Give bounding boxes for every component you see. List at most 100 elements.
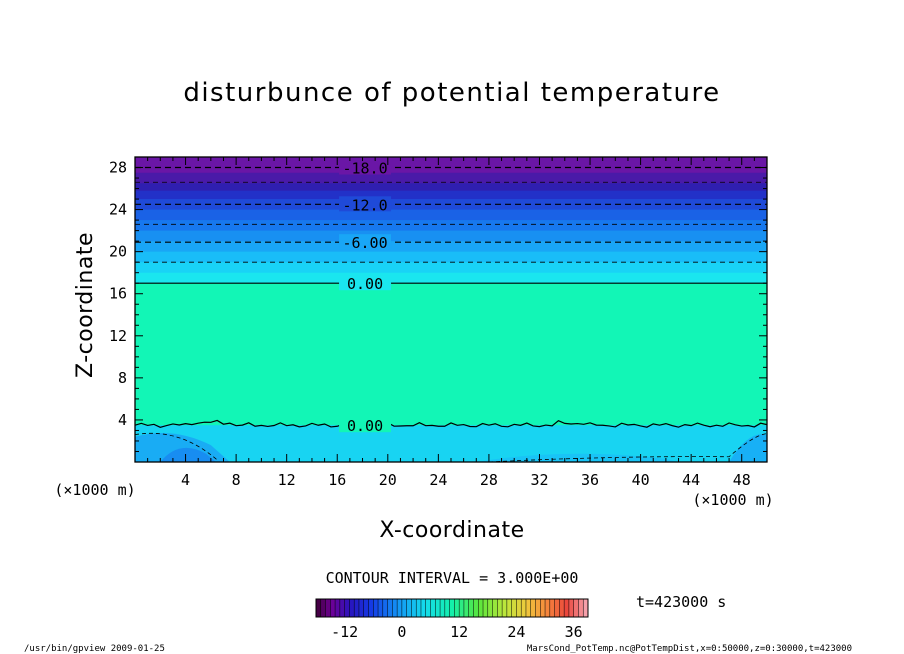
colorbar-swatch <box>521 599 527 617</box>
colorbar-tick-label: 36 <box>565 623 583 641</box>
colorbar-tick-label: 12 <box>450 623 468 641</box>
colorbar-swatch <box>339 599 345 617</box>
colorbar-swatch <box>449 599 455 617</box>
contour-label-gap <box>339 275 392 291</box>
colorbar-tick-labels: -12 0 12 24 36 <box>331 623 583 641</box>
contour-line-minor <box>135 432 218 461</box>
plume-right <box>729 434 767 462</box>
colorbar-swatch <box>487 599 493 617</box>
y-tick-labels: 4 8 12 16 20 24 28 <box>109 159 127 429</box>
color-bands <box>135 157 767 462</box>
colorbar-swatch <box>502 599 508 617</box>
colorbar-swatch <box>545 599 551 617</box>
colorbar-swatch <box>440 599 446 617</box>
colorbar-swatch <box>316 599 322 617</box>
colorbar-swatch <box>463 599 470 617</box>
colorbar-swatch <box>525 599 532 617</box>
contour-label: -18.0 <box>342 160 387 178</box>
axis-ticks <box>135 157 767 462</box>
x-unit-label: (×1000 m) <box>692 491 773 509</box>
colorbar-swatch <box>568 599 574 617</box>
colorbar-tick-label: 24 <box>507 623 525 641</box>
y-tick-label: 8 <box>118 369 127 387</box>
colorbar-swatch <box>325 599 331 617</box>
colorbar-swatch <box>420 599 427 617</box>
y-tick-label: 24 <box>109 201 127 219</box>
color-band <box>135 272 767 284</box>
x-tick-label: 40 <box>632 471 650 489</box>
contour-labels: -18.0 -12.0 -6.00 0.00 0.00 <box>342 160 387 436</box>
y-tick-label: 20 <box>109 243 127 261</box>
x-tick-label: 8 <box>232 471 241 489</box>
colorbar-swatch <box>483 599 489 617</box>
colorbar-swatch <box>368 599 374 617</box>
colorbar-swatch <box>416 599 422 617</box>
y-axis-label: Z-coordinate <box>73 232 98 378</box>
contour-label-gap <box>339 234 392 250</box>
colorbar-swatch <box>378 599 384 617</box>
colorbar-swatch <box>397 599 403 617</box>
contour-label: -12.0 <box>342 196 387 214</box>
colorbar-swatch <box>535 599 541 617</box>
colorbar-swatch <box>540 599 546 617</box>
x-tick-label: 20 <box>379 471 397 489</box>
colorbar-swatch <box>444 599 450 617</box>
colorbar-swatch <box>492 599 498 617</box>
colorbar-swatch <box>554 599 560 617</box>
colorbar-swatch <box>478 599 484 617</box>
contour-label-gap <box>339 196 392 212</box>
colorbar-swatch <box>401 599 407 617</box>
plume-left-core <box>160 447 216 462</box>
colorbar-swatch <box>320 599 326 617</box>
contour-label: -6.00 <box>342 234 387 252</box>
colorbar-swatch <box>573 599 579 617</box>
x-tick-labels: 4 8 12 16 20 24 28 32 36 40 44 48 <box>181 471 751 489</box>
x-tick-label: 24 <box>429 471 447 489</box>
color-band <box>135 251 767 263</box>
colorbar-swatch <box>411 599 417 617</box>
color-band <box>135 425 767 462</box>
colorbar-swatch <box>459 599 465 617</box>
x-tick-label: 16 <box>328 471 346 489</box>
colorbar <box>315 598 589 618</box>
x-tick-label: 36 <box>581 471 599 489</box>
contour-label-gap <box>339 416 392 433</box>
y-tick-label: 4 <box>118 411 127 429</box>
x-tick-label: 4 <box>181 471 190 489</box>
x-tick-label: 48 <box>733 471 751 489</box>
colorbar-swatch <box>430 599 436 617</box>
colorbar-swatch <box>511 599 517 617</box>
chart-title: disturbunce of potential temperature <box>183 78 720 108</box>
color-band <box>135 230 767 242</box>
colorbar-swatch <box>387 599 393 617</box>
colorbar-swatch <box>473 599 479 617</box>
colorbar-swatch <box>497 599 503 617</box>
contour-line-minor <box>488 433 767 462</box>
colorbar-swatch <box>344 599 350 617</box>
colorbar-tick-label: -12 <box>331 623 358 641</box>
colorbar-swatch <box>373 599 379 617</box>
colorbar-swatch <box>559 599 565 617</box>
colorbar-swatch <box>506 599 512 617</box>
colorbar-swatch <box>330 599 336 617</box>
contour-label: 0.00 <box>347 417 383 435</box>
contour-label: 0.00 <box>347 275 383 293</box>
colorbar-swatch <box>468 599 474 617</box>
colorbar-swatch <box>358 599 365 617</box>
colorbar-swatch <box>564 599 570 617</box>
colorbar-tick-label: 0 <box>397 623 406 641</box>
color-band <box>135 209 767 221</box>
color-band <box>135 183 767 192</box>
contour-interval-label: CONTOUR INTERVAL = 3.000E+00 <box>326 569 579 587</box>
colorbar-swatch <box>382 599 388 617</box>
colorbar-swatch <box>530 599 536 617</box>
colorbar-swatch <box>516 599 522 617</box>
colorbar-swatch <box>392 599 398 617</box>
colorbar-swatch <box>578 599 584 617</box>
contour-line <box>135 419 767 428</box>
colorbar-frame <box>315 598 589 618</box>
colorbar-swatch <box>335 599 341 617</box>
color-band <box>135 220 767 232</box>
colorbar-swatch <box>549 599 555 617</box>
